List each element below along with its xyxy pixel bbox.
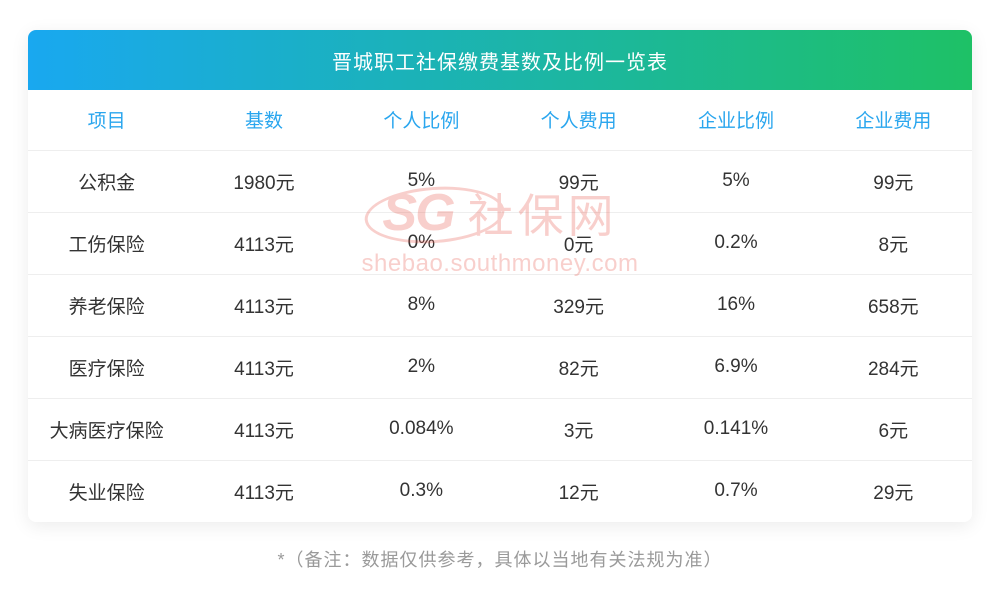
table-row: 医疗保险4113元2%82元6.9%284元 (28, 336, 972, 398)
table-cell: 2% (343, 336, 500, 398)
data-table: 项目基数个人比例个人费用企业比例企业费用 公积金1980元5%99元5%99元工… (28, 90, 972, 522)
column-header: 基数 (185, 90, 342, 150)
table-cell: 医疗保险 (28, 336, 185, 398)
table-cell: 0.7% (657, 460, 814, 522)
table-cell: 4113元 (185, 336, 342, 398)
table-body: 公积金1980元5%99元5%99元工伤保险4113元0%0元0.2%8元养老保… (28, 150, 972, 522)
table-cell: 99元 (815, 150, 972, 212)
table-cell: 29元 (815, 460, 972, 522)
footnote: *（备注：数据仅供参考，具体以当地有关法规为准） (28, 546, 972, 572)
table-cell: 4113元 (185, 398, 342, 460)
table-cell: 329元 (500, 274, 657, 336)
table-cell: 0.141% (657, 398, 814, 460)
table-cell: 公积金 (28, 150, 185, 212)
table-cell: 0元 (500, 212, 657, 274)
table-cell: 4113元 (185, 274, 342, 336)
table-cell: 养老保险 (28, 274, 185, 336)
table-cell: 16% (657, 274, 814, 336)
table-title: 晋城职工社保缴费基数及比例一览表 (28, 30, 972, 90)
table-cell: 工伤保险 (28, 212, 185, 274)
table-cell: 6.9% (657, 336, 814, 398)
table-row: 失业保险4113元0.3%12元0.7%29元 (28, 460, 972, 522)
table-row: 养老保险4113元8%329元16%658元 (28, 274, 972, 336)
column-header: 个人比例 (343, 90, 500, 150)
table-cell: 0% (343, 212, 500, 274)
table-cell: 12元 (500, 460, 657, 522)
table-cell: 4113元 (185, 212, 342, 274)
table-row: 公积金1980元5%99元5%99元 (28, 150, 972, 212)
column-header: 个人费用 (500, 90, 657, 150)
table-card: 晋城职工社保缴费基数及比例一览表 项目基数个人比例个人费用企业比例企业费用 公积… (28, 30, 972, 522)
table-head: 项目基数个人比例个人费用企业比例企业费用 (28, 90, 972, 150)
table-cell: 8% (343, 274, 500, 336)
table-cell: 6元 (815, 398, 972, 460)
table-cell: 4113元 (185, 460, 342, 522)
table-cell: 0.2% (657, 212, 814, 274)
table-cell: 5% (343, 150, 500, 212)
table-cell: 失业保险 (28, 460, 185, 522)
table-row: 大病医疗保险4113元0.084%3元0.141%6元 (28, 398, 972, 460)
table-cell: 3元 (500, 398, 657, 460)
table-cell: 5% (657, 150, 814, 212)
table-cell: 82元 (500, 336, 657, 398)
table-cell: 1980元 (185, 150, 342, 212)
table-cell: 99元 (500, 150, 657, 212)
table-cell: 658元 (815, 274, 972, 336)
table-cell: 8元 (815, 212, 972, 274)
table-cell: 0.084% (343, 398, 500, 460)
table-cell: 0.3% (343, 460, 500, 522)
table-cell: 大病医疗保险 (28, 398, 185, 460)
table-row: 工伤保险4113元0%0元0.2%8元 (28, 212, 972, 274)
column-header: 企业费用 (815, 90, 972, 150)
table-cell: 284元 (815, 336, 972, 398)
column-header: 项目 (28, 90, 185, 150)
column-header: 企业比例 (657, 90, 814, 150)
